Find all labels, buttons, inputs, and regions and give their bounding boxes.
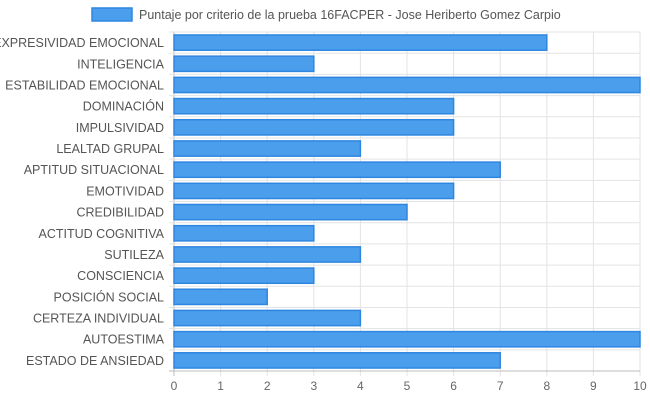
x-tick-label: 4	[357, 379, 364, 393]
category-label: APTITUD SITUACIONAL	[24, 163, 164, 177]
bar[interactable]	[173, 118, 455, 136]
legend-label: Puntaje por criterio de la prueba 16FACP…	[139, 8, 561, 22]
category-label: SUTILEZA	[104, 248, 164, 262]
category-label: IMPULSIVIDAD	[76, 121, 164, 135]
category-label: DOMINACIÓN	[83, 99, 164, 114]
legend-swatch	[91, 7, 133, 22]
category-label: ESTADO DE ANSIEDAD	[26, 354, 164, 368]
bar[interactable]	[173, 224, 315, 242]
x-tick-label: 3	[310, 379, 317, 393]
category-label: EMOTIVIDAD	[86, 184, 164, 198]
bar[interactable]	[173, 352, 501, 369]
bar[interactable]	[173, 182, 455, 200]
bar[interactable]	[173, 97, 455, 115]
x-axis-tick-labels: 0 1 2 3 4 5 6 7 8 9 10	[171, 379, 647, 393]
bar[interactable]	[173, 161, 501, 179]
x-tick-label: 5	[404, 379, 411, 393]
category-label: CERTEZA INDIVIDUAL	[33, 312, 164, 326]
category-labels: EXPRESIVIDAD EMOCIONAL INTELIGENCIA ESTABI…	[0, 36, 165, 368]
bar[interactable]	[173, 203, 408, 221]
x-tick-label: 9	[590, 379, 597, 393]
bar[interactable]	[173, 330, 641, 348]
category-label: LEALTAD GRUPAL	[56, 142, 164, 156]
bar[interactable]	[173, 309, 362, 327]
category-label: ESTABILIDAD EMOCIONAL	[5, 78, 164, 92]
x-tick-label: 2	[264, 379, 271, 393]
x-tick-label: 6	[450, 379, 457, 393]
chart-bars	[173, 34, 641, 369]
x-tick-label: 0	[171, 379, 178, 393]
category-label: POSICIÓN SOCIAL	[54, 289, 164, 304]
category-label: EXPRESIVIDAD EMOCIONAL	[0, 36, 164, 50]
x-tick-label: 8	[543, 379, 550, 393]
bar[interactable]	[173, 140, 362, 157]
x-tick-label: 10	[633, 379, 647, 393]
x-tick-label: 7	[497, 379, 504, 393]
bar[interactable]	[173, 288, 268, 306]
bar[interactable]	[173, 246, 362, 263]
category-label: AUTOESTIMA	[83, 333, 165, 347]
category-label: INTELIGENCIA	[77, 57, 164, 71]
category-label: CREDIBILIDAD	[76, 206, 164, 220]
category-label: ACTITUD COGNITIVA	[39, 227, 165, 241]
bar[interactable]	[173, 55, 315, 73]
chart-legend[interactable]: Puntaje por criterio de la prueba 16FACP…	[91, 7, 561, 22]
category-label: CONSCIENCIA	[77, 269, 164, 283]
bar[interactable]	[173, 267, 315, 285]
bar[interactable]	[173, 76, 641, 94]
bar[interactable]	[173, 34, 548, 51]
x-tick-label: 1	[217, 379, 224, 393]
